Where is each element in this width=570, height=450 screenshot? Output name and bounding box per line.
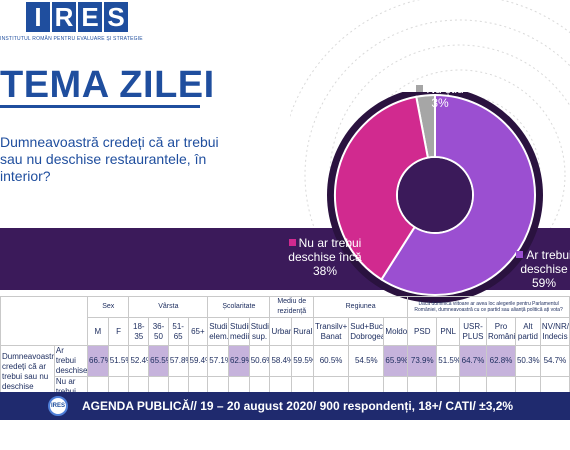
group-header: Vârsta bbox=[128, 296, 209, 318]
group-header: Mediu de rezidență bbox=[269, 296, 314, 318]
group-header: Regiunea bbox=[312, 296, 409, 318]
column-header: 18-35 bbox=[128, 317, 150, 346]
slice-label-nu-stiu: Nu știu 3% bbox=[400, 82, 480, 110]
legend-marker bbox=[516, 251, 524, 258]
survey-question: Dumneavoastră credeți că ar trebui sau n… bbox=[0, 134, 219, 184]
table-cell: 73.9% bbox=[407, 345, 438, 377]
group-header: Dacă duminica viitoare ar avea loc alege… bbox=[407, 296, 570, 318]
table-cell: 66.7% bbox=[87, 345, 109, 377]
slice-name: Nu ar trebui deschise încă bbox=[288, 236, 362, 264]
column-header: F bbox=[107, 317, 130, 346]
table-cell: 59.5% bbox=[291, 345, 314, 377]
donut-hole bbox=[398, 158, 472, 232]
legend-marker bbox=[416, 85, 424, 92]
table-cell: 54.7% bbox=[539, 345, 570, 377]
table-cell: 51.5% bbox=[107, 345, 130, 377]
group-header: Școlaritate bbox=[207, 296, 271, 318]
slice-name: Ar trebui deschise bbox=[520, 248, 570, 276]
ires-badge-icon: IRES bbox=[48, 396, 68, 416]
slice-value: 38% bbox=[312, 264, 338, 278]
slice-name: Nu știu bbox=[426, 82, 464, 96]
table-cell: 62.8% bbox=[485, 345, 516, 377]
table-cell: 65.5% bbox=[148, 345, 169, 377]
logo-letter: R bbox=[52, 2, 76, 32]
column-header: 36-50 bbox=[148, 317, 169, 346]
table-corner bbox=[0, 296, 89, 346]
logo-letter: S bbox=[104, 2, 128, 32]
footer-text: AGENDA PUBLICĂ// 19 – 20 august 2020/ 90… bbox=[82, 399, 514, 413]
group-header: Sex bbox=[87, 296, 130, 318]
column-header: 65+ bbox=[187, 317, 209, 346]
table-cell: 54.5% bbox=[348, 345, 385, 377]
page-title: TEMA ZILEI bbox=[0, 64, 215, 106]
logo-letter: I bbox=[26, 2, 50, 32]
column-header: M bbox=[87, 317, 109, 346]
column-header: Transilv+ Banat bbox=[312, 317, 350, 346]
bottom-strip bbox=[0, 420, 570, 450]
table-cell: 52.4% bbox=[128, 345, 150, 377]
column-header: Pro România bbox=[485, 317, 516, 346]
column-header: 51-65 bbox=[167, 317, 189, 346]
column-header: Sud+Buc+ Dobrogea bbox=[348, 317, 385, 346]
slice-label-ar-trebui: Ar trebui deschise 59% bbox=[508, 248, 570, 290]
table-cell: 57.1% bbox=[207, 345, 229, 377]
column-header: Urban bbox=[269, 317, 293, 346]
donut-slice bbox=[334, 95, 430, 281]
column-header: USR-PLUS bbox=[459, 317, 487, 346]
column-header: NV/NR/ Indecis bbox=[539, 317, 570, 346]
table-cell: 50.6% bbox=[248, 345, 271, 377]
column-header: Alt partid bbox=[514, 317, 541, 346]
table-cell: 64.7% bbox=[459, 345, 487, 377]
table-cell: 65.9% bbox=[383, 345, 409, 377]
table-cell: 51.5% bbox=[436, 345, 461, 377]
slice-value: 3% bbox=[431, 96, 449, 110]
slice-label-nu-ar-trebui: Nu ar trebui deschise încă 38% bbox=[270, 236, 380, 278]
slice-value: 59% bbox=[531, 276, 557, 290]
column-header: Studii sup. bbox=[248, 317, 271, 346]
footer-bar: IRES AGENDA PUBLICĂ// 19 – 20 august 202… bbox=[0, 392, 570, 420]
column-header: Studii elem. bbox=[207, 317, 229, 346]
table-cell: 62.9% bbox=[227, 345, 250, 377]
legend-marker bbox=[288, 239, 296, 246]
ires-logo: I R E S INSTITUTUL ROMÂN PENTRU EVALUARE… bbox=[0, 0, 200, 55]
table-cell: 59.4% bbox=[187, 345, 209, 377]
table-cell: 58.4% bbox=[269, 345, 293, 377]
column-header: Moldova bbox=[383, 317, 409, 346]
row-label: Ar trebui deschise bbox=[53, 345, 89, 377]
table-cell: 60.5% bbox=[312, 345, 350, 377]
column-header: Rural bbox=[291, 317, 314, 346]
column-header: PSD bbox=[407, 317, 438, 346]
column-header: PNL bbox=[436, 317, 461, 346]
table-cell: 57.8% bbox=[167, 345, 189, 377]
donut-chart bbox=[327, 92, 543, 303]
table-cell: 50.3% bbox=[514, 345, 541, 377]
table-row: Dumneavoastră credeți că ar trebui sau n… bbox=[0, 345, 570, 418]
title-underline bbox=[0, 105, 200, 108]
logo-subtitle: INSTITUTUL ROMÂN PENTRU EVALUARE ȘI STRA… bbox=[0, 36, 143, 42]
column-header-row: M F 18-35 36-50 51-65 65+ Studii elem. Studii m… bbox=[1, 317, 570, 346]
donut-slice bbox=[380, 93, 536, 296]
logo-letter: E bbox=[78, 2, 102, 32]
column-header: Studii medii bbox=[227, 317, 250, 346]
